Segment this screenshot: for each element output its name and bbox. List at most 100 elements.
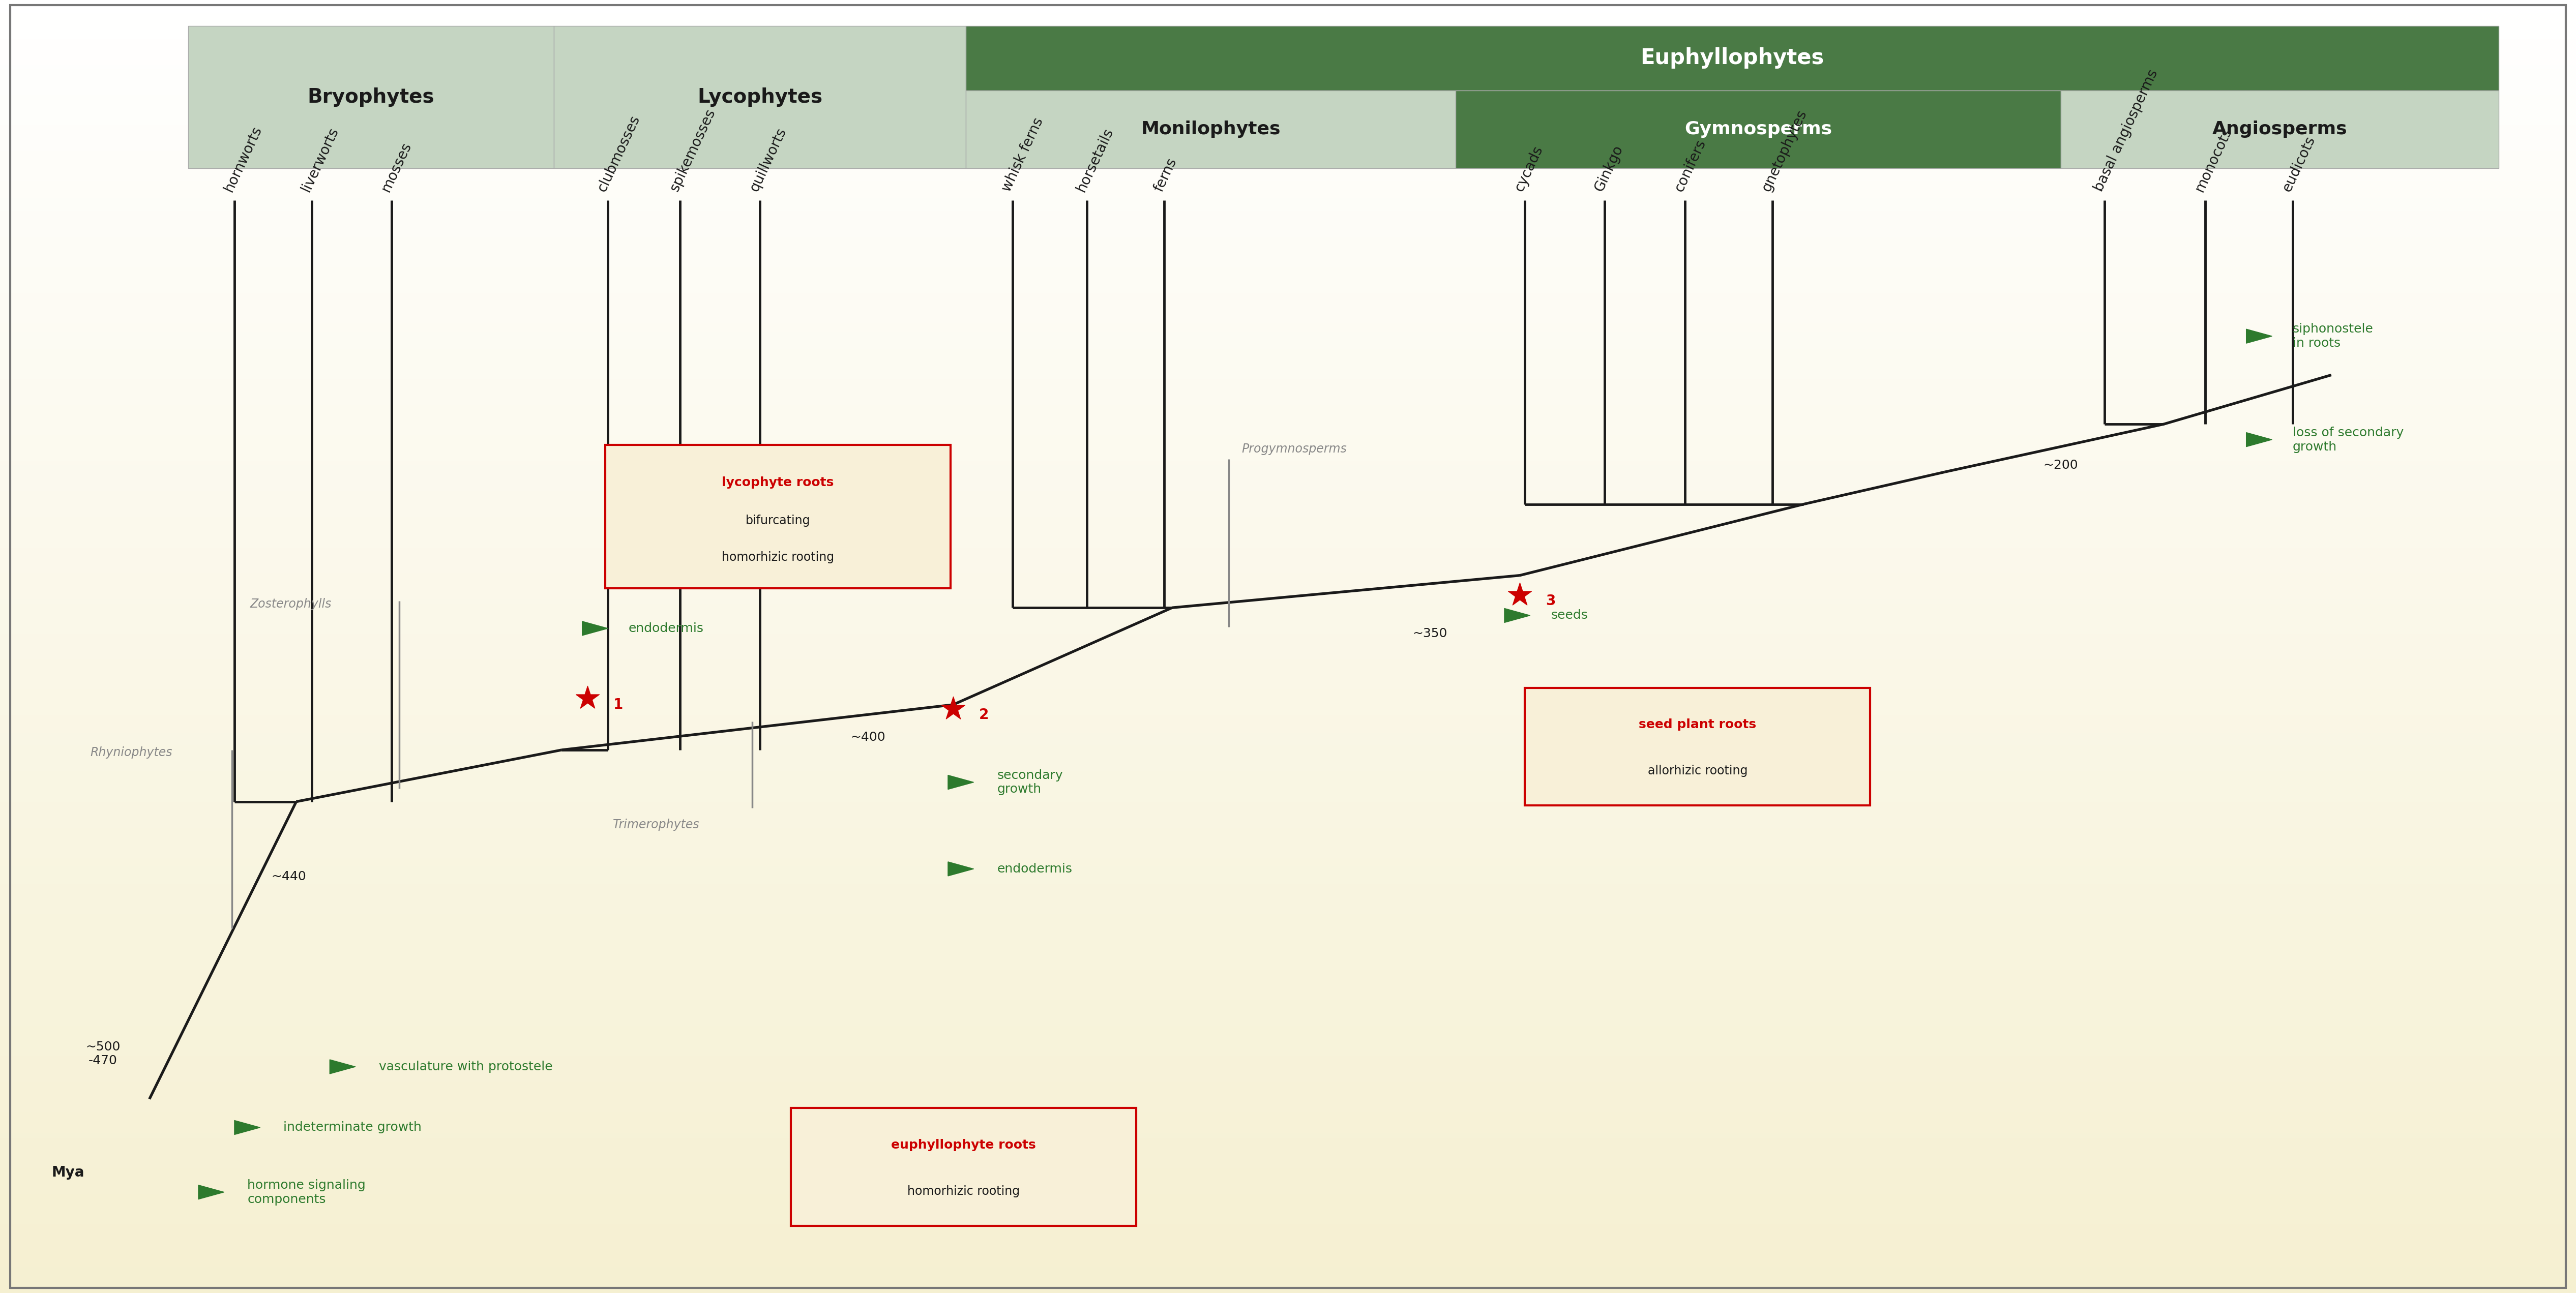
Bar <box>0 948 2576 953</box>
Bar <box>0 879 2576 883</box>
Bar <box>0 78 2576 81</box>
Text: euphyllophyte roots: euphyllophyte roots <box>891 1139 1036 1151</box>
Bar <box>0 905 2576 909</box>
Bar <box>0 1108 2576 1112</box>
Text: hornworts: hornworts <box>222 124 265 194</box>
Bar <box>0 857 2576 862</box>
Bar <box>0 1164 2576 1168</box>
Bar <box>0 353 2576 358</box>
Bar <box>0 789 2576 793</box>
Bar <box>0 828 2576 831</box>
Bar <box>0 1134 2576 1138</box>
Bar <box>0 875 2576 879</box>
Bar <box>0 763 2576 767</box>
Bar <box>0 1181 2576 1186</box>
Bar <box>0 853 2576 857</box>
Bar <box>0 1038 2576 1043</box>
Bar <box>0 983 2576 987</box>
Bar <box>0 172 2576 177</box>
Bar <box>0 840 2576 844</box>
Bar <box>0 475 2576 478</box>
Bar <box>0 1155 2576 1160</box>
Bar <box>0 1121 2576 1125</box>
Bar <box>0 798 2576 802</box>
Bar <box>0 1202 2576 1206</box>
Bar <box>0 694 2576 698</box>
FancyBboxPatch shape <box>1525 688 1870 806</box>
Bar <box>0 456 2576 462</box>
Text: basal angiosperms: basal angiosperms <box>2092 67 2161 194</box>
Bar <box>0 733 2576 737</box>
Text: monocots: monocots <box>2192 125 2233 194</box>
Bar <box>0 741 2576 746</box>
Text: homorhizic rooting: homorhizic rooting <box>721 551 835 564</box>
Bar <box>0 294 2576 297</box>
Bar <box>0 591 2576 595</box>
Bar <box>0 909 2576 914</box>
Text: seeds: seeds <box>1551 609 1587 622</box>
Bar <box>0 646 2576 650</box>
Bar <box>0 1056 2576 1060</box>
Bar <box>0 720 2576 724</box>
FancyBboxPatch shape <box>605 445 951 588</box>
Polygon shape <box>198 1184 224 1200</box>
Bar <box>0 970 2576 974</box>
Bar <box>0 366 2576 371</box>
Bar <box>0 586 2576 591</box>
Bar <box>0 301 2576 306</box>
Bar <box>0 870 2576 875</box>
Bar <box>0 431 2576 436</box>
Bar <box>0 288 2576 294</box>
Bar <box>0 487 2576 491</box>
Bar <box>0 469 2576 475</box>
Bar <box>0 1212 2576 1215</box>
Text: endodermis: endodermis <box>629 622 703 635</box>
Text: Ginkgo: Ginkgo <box>1592 144 1625 194</box>
Bar <box>0 935 2576 940</box>
Bar <box>0 780 2576 785</box>
Bar <box>0 1025 2576 1031</box>
Bar <box>0 698 2576 702</box>
Text: 1: 1 <box>613 697 623 711</box>
Bar <box>0 100 2576 103</box>
Bar <box>0 319 2576 323</box>
Bar <box>0 1206 2576 1212</box>
Bar <box>0 547 2576 552</box>
Bar <box>0 414 2576 418</box>
Bar <box>0 56 2576 61</box>
Text: Lycophytes: Lycophytes <box>698 88 822 106</box>
Polygon shape <box>948 775 974 789</box>
Bar <box>0 1232 2576 1237</box>
Bar <box>0 443 2576 449</box>
Bar <box>0 1086 2576 1090</box>
Bar <box>0 345 2576 349</box>
Text: siphonostele
in roots: siphonostele in roots <box>2293 323 2372 349</box>
Bar <box>0 802 2576 806</box>
Bar <box>0 133 2576 138</box>
Bar <box>0 500 2576 504</box>
Bar <box>0 48 2576 52</box>
Bar <box>0 146 2576 151</box>
Text: loss of secondary
growth: loss of secondary growth <box>2293 427 2403 453</box>
Bar <box>0 599 2576 604</box>
Bar <box>0 1116 2576 1121</box>
Bar <box>0 534 2576 539</box>
Text: vasculature with protostele: vasculature with protostele <box>379 1060 551 1073</box>
Text: 2: 2 <box>979 707 989 721</box>
Bar <box>0 582 2576 586</box>
Bar <box>0 410 2576 414</box>
Point <box>567 688 608 709</box>
Bar <box>0 612 2576 617</box>
Bar <box>0 1254 2576 1258</box>
Bar <box>0 543 2576 547</box>
Bar <box>0 255 2576 259</box>
Bar <box>0 190 2576 194</box>
Bar <box>0 578 2576 582</box>
Bar <box>0 327 2576 332</box>
Bar <box>0 65 2576 69</box>
Bar <box>0 1018 2576 1021</box>
Bar <box>0 1021 2576 1025</box>
Bar <box>0 1112 2576 1116</box>
Bar <box>0 281 2576 284</box>
Bar <box>0 953 2576 957</box>
